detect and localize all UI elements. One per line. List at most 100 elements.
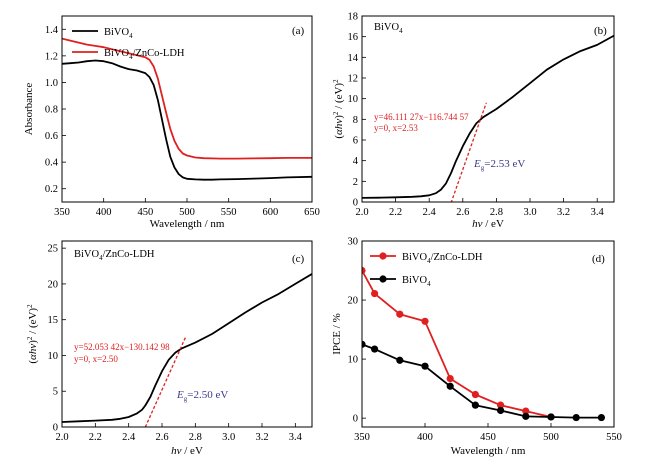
panel-c-fit-eq: y=52.053 42x−130.142 98 xyxy=(74,342,170,352)
panel-b-label: (b) xyxy=(594,25,607,37)
fit-line xyxy=(450,102,487,202)
y-tick-label: 0 xyxy=(353,198,358,209)
y-tick-label: 10 xyxy=(348,94,359,105)
y-tick-label: 12 xyxy=(348,74,359,85)
x-tick-label: 2.0 xyxy=(355,207,368,218)
series-line-0 xyxy=(62,59,312,181)
data-point xyxy=(597,413,606,422)
panel-c-ylabel: (αhν)2 / (eV)2 xyxy=(26,304,39,364)
panel-c-plot xyxy=(62,273,312,427)
panel-d-legend: BiVO4/ZnCo-LDH BiVO4 xyxy=(370,252,483,288)
data-point xyxy=(396,310,404,318)
x-tick-label: 3.4 xyxy=(591,207,605,218)
y-tick-label: 20 xyxy=(48,279,59,290)
panel-d-plot xyxy=(362,266,606,422)
data-point xyxy=(522,412,530,420)
y-tick-label: 0.2 xyxy=(45,184,58,195)
panel-c: 2.0 2.2 2.4 2.6 2.8 3.0 3.2 3.4 0 5 10 15 20 25 (c) B… xyxy=(26,240,313,457)
panel-c-ticks: 2.0 2.2 2.4 2.6 2.8 3.0 3.2 3.4 0 5 10 15 20 25 xyxy=(48,244,303,443)
data-point xyxy=(371,345,379,353)
x-tick-label: 450 xyxy=(137,207,153,218)
data-point xyxy=(362,340,366,348)
panel-d-ticks: 350 400 450 500 550 0 10 20 30 xyxy=(348,237,622,444)
y-tick-label: 0.6 xyxy=(45,131,58,142)
y-tick-label: 18 xyxy=(348,12,359,23)
data-point xyxy=(446,382,454,390)
panel-d-label: (d) xyxy=(592,253,605,265)
y-tick-label: 15 xyxy=(48,315,59,326)
x-tick-label: 2.0 xyxy=(55,432,68,443)
legend-marker-ipce-ldh xyxy=(379,252,387,260)
x-tick-label: 350 xyxy=(354,432,370,443)
data-point xyxy=(396,356,404,364)
y-tick-label: 16 xyxy=(348,32,359,43)
data-point xyxy=(497,401,505,409)
panel-c-label: (c) xyxy=(292,253,305,265)
panel-c-fit-root: y=0, x=2.50 xyxy=(74,354,118,364)
panel-a: 350 400 450 500 550 600 650 0.2 0.4 0.6 0.8 1.0 1.2 1… xyxy=(23,15,320,230)
y-tick-label: 4 xyxy=(353,156,359,167)
data-point xyxy=(421,362,429,370)
y-tick-label: 1.2 xyxy=(45,51,58,62)
x-tick-label: 2.4 xyxy=(423,207,437,218)
x-tick-label: 500 xyxy=(543,432,559,443)
data-point xyxy=(522,407,530,415)
legend-label-bivo4: BiVO4 xyxy=(104,27,133,40)
panel-a-ylabel: Absorbance xyxy=(23,83,35,136)
x-tick-label: 450 xyxy=(480,432,496,443)
y-tick-label: 20 xyxy=(348,296,359,307)
y-tick-label: 6 xyxy=(353,136,358,147)
panel-c-xlabel: hv / eV xyxy=(171,445,203,457)
x-tick-label: 2.4 xyxy=(122,432,136,443)
x-tick-label: 3.2 xyxy=(255,432,268,443)
panel-c-eg: Eg=2.50 eV xyxy=(176,389,228,403)
y-tick-label: 0.4 xyxy=(45,158,59,169)
data-point xyxy=(471,401,479,409)
data-point xyxy=(572,413,580,422)
x-tick-label: 650 xyxy=(304,207,320,218)
panel-a-ticks: 350 400 450 500 550 600 650 0.2 0.4 0.6 0.8 1.0 1.2 1… xyxy=(45,25,320,218)
x-tick-label: 3.0 xyxy=(523,207,536,218)
y-tick-label: 0 xyxy=(353,414,358,425)
panel-b-fit-eq: y=46.111 27x−116.744 57 xyxy=(374,112,469,122)
panel-b-ticks: 2.0 2.2 2.4 2.6 2.8 3.0 3.2 3.4 0 2 4 6 8 10 12 14 16 18 xyxy=(348,12,605,219)
y-tick-label: 0.8 xyxy=(45,105,58,116)
x-tick-label: 2.8 xyxy=(189,432,202,443)
y-tick-label: 5 xyxy=(53,387,58,398)
panel-b-title: BiVO4 xyxy=(374,22,403,35)
x-tick-label: 2.2 xyxy=(389,207,402,218)
x-tick-label: 2.6 xyxy=(456,207,469,218)
panel-b-xlabel: hv / eV xyxy=(472,218,504,230)
y-tick-label: 30 xyxy=(348,237,359,248)
panel-a-frame xyxy=(61,15,313,203)
legend-label-ipce-bivo4: BiVO4 xyxy=(402,275,431,288)
data-point xyxy=(497,406,505,415)
data-point xyxy=(421,317,429,325)
data-point xyxy=(446,374,454,383)
panel-a-plot xyxy=(62,37,312,181)
series-line-1 xyxy=(62,37,312,160)
x-tick-label: 350 xyxy=(54,207,70,218)
panel-b-plot xyxy=(362,34,614,202)
panel-a-legend: BiVO4 BiVO4/ZnCo-LDH xyxy=(72,27,185,61)
y-tick-label: 1.0 xyxy=(45,78,58,89)
legend-label-ipce-ldh: BiVO4/ZnCo-LDH xyxy=(402,252,483,265)
panel-c-title: BiVO4/ZnCo-LDH xyxy=(74,249,155,262)
panel-d-xlabel: Wavelength / nm xyxy=(451,445,526,457)
data-point xyxy=(362,266,366,275)
panel-d-ylabel: IPCE / % xyxy=(331,313,343,355)
x-tick-label: 550 xyxy=(606,432,622,443)
x-tick-label: 2.6 xyxy=(155,432,168,443)
legend-label-bivo4-ldh: BiVO4/ZnCo-LDH xyxy=(104,48,185,61)
x-tick-label: 400 xyxy=(96,207,112,218)
x-tick-label: 500 xyxy=(179,207,195,218)
panel-b-frame xyxy=(361,15,615,203)
series-line-0 xyxy=(362,34,614,199)
data-point xyxy=(371,289,379,298)
x-tick-label: 400 xyxy=(417,432,433,443)
x-tick-label: 2.2 xyxy=(89,432,102,443)
panel-c-frame xyxy=(61,240,313,428)
y-tick-label: 25 xyxy=(48,244,59,255)
panel-b: 2.0 2.2 2.4 2.6 2.8 3.0 3.2 3.4024681012141618 … xyxy=(332,12,615,230)
